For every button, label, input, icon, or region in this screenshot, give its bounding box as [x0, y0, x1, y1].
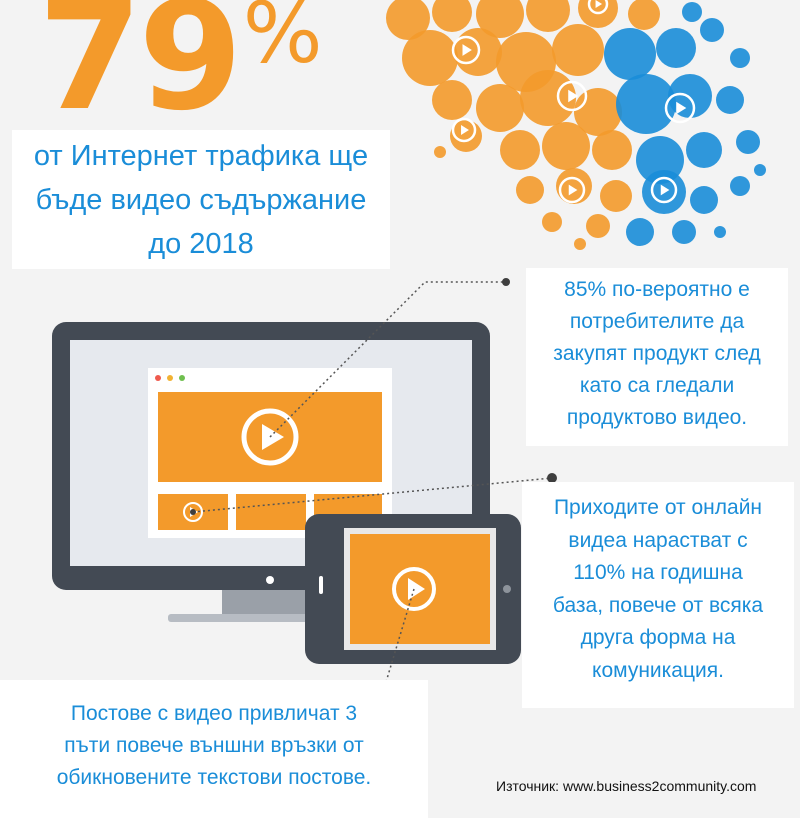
big-statistic: 79%: [38, 0, 323, 132]
fact-line: база, повече от всяка: [552, 593, 764, 617]
play-icon: [241, 408, 299, 466]
fact-line: като са гледали: [579, 374, 735, 397]
fact-video-revenue: Приходите от онлайн видеа нарастват с 11…: [522, 482, 794, 708]
fact-line: закупят продукт след: [553, 342, 761, 365]
headline-line: бъде видео съдържание: [35, 184, 367, 216]
tablet-device: [305, 514, 521, 664]
fact-line: продуктово видео.: [566, 406, 748, 429]
fact-line: 110% на годишна: [573, 561, 743, 584]
circle-pattern: [386, 0, 766, 250]
dotted-connector: [192, 281, 553, 703]
fact-line: Постове с видео привличат 3: [70, 702, 358, 725]
fact-line: пъти повече външни връзки от: [64, 734, 364, 757]
headline-line: от Интернет трафика ще: [33, 140, 369, 172]
fact-line: друга форма на: [580, 626, 736, 649]
stat-unit: %: [242, 0, 323, 82]
fact-line: обикновените текстови постове.: [56, 766, 372, 789]
fact-backlinks: Постове с видео привличат 3 пъти повече …: [0, 680, 428, 818]
play-icon: [664, 92, 696, 124]
fact-line: 85% по-вероятно е: [564, 278, 750, 301]
play-icon: [587, 0, 609, 15]
headline-line: до 2018: [148, 228, 254, 260]
headline: от Интернет трафика ще бъде видео съдърж…: [12, 130, 390, 269]
fact-line: потребителите да: [569, 310, 745, 333]
desktop-monitor: [52, 322, 490, 622]
stat-number: 79: [38, 0, 243, 144]
fact-purchase-likelihood: 85% по-вероятно е потребителите да закуп…: [526, 268, 788, 446]
fact-line: комуникация.: [592, 658, 724, 682]
illustration: [52, 0, 766, 706]
fact-line: видеа нарастват с: [568, 528, 748, 552]
play-icon: [556, 80, 588, 112]
play-icon: [451, 35, 481, 65]
play-icon: [650, 176, 678, 204]
play-icon: [451, 117, 477, 143]
fact-line: Приходите от онлайн: [553, 496, 763, 519]
source-credit: Източник: www.business2community.com: [496, 778, 757, 794]
play-icon: [558, 176, 586, 204]
